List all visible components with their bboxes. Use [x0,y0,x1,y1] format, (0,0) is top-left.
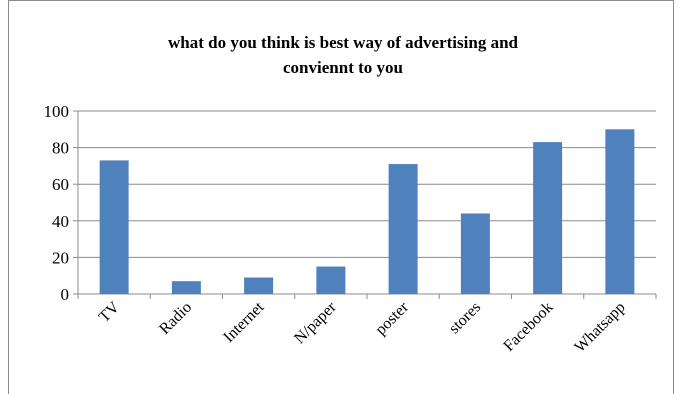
x-category-label: Internet [220,298,268,346]
bar-n-paper [316,266,346,294]
y-tick-label: 100 [44,102,70,121]
x-category-label: Facebook [500,299,556,355]
y-tick-label: 80 [52,139,69,158]
x-category-label: stores [446,299,484,337]
y-tick-label: 60 [52,175,69,194]
y-tick-label: 40 [52,212,69,231]
bar-stores [460,213,490,294]
chart-title-line-1: what do you think is best way of adverti… [168,33,518,52]
bar-facebook [533,142,563,294]
y-tick-label: 20 [52,248,69,267]
x-category-label: TV [96,298,123,325]
bar-tv [99,160,129,294]
x-category-label: Radio [156,299,195,338]
y-tick-label: 0 [61,285,70,304]
bar-radio [171,281,201,294]
x-category-label: Whatsapp [571,299,628,356]
chart-title-line-2: conviennt to you [283,58,403,77]
chart-title: what do you think is best way of adverti… [0,30,686,80]
x-category-label: poster [372,298,412,338]
bar-poster [388,164,418,294]
bar-internet [244,277,274,294]
x-category-label: N/paper [291,298,340,347]
bar-whatsapp [605,129,635,294]
